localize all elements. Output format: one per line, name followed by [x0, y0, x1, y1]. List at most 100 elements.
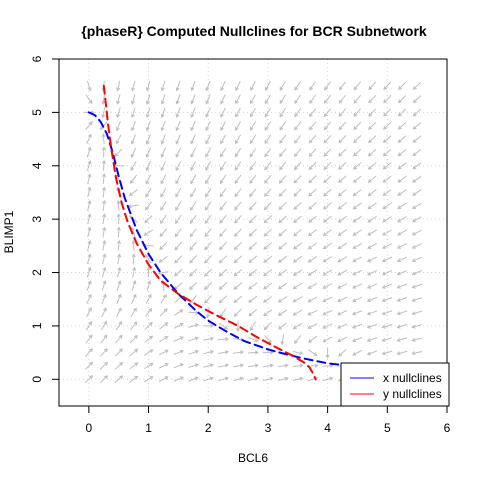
flow-arrow: [160, 187, 167, 198]
flow-arrow: [145, 107, 151, 119]
flow-arrow: [145, 134, 151, 145]
flow-arrow: [249, 121, 257, 131]
flow-arrow: [353, 108, 362, 117]
flow-arrow: [116, 94, 121, 105]
flow-arrow: [323, 121, 332, 131]
flow-arrow: [278, 228, 287, 237]
flow-arrow: [205, 94, 211, 105]
flow-arrow: [280, 334, 285, 346]
legend-box: [340, 362, 450, 407]
flow-arrow: [234, 161, 242, 171]
flow-arrow: [188, 363, 200, 368]
flow-arrow: [381, 256, 393, 263]
flow-arrow: [189, 281, 198, 291]
flow-arrow: [323, 81, 331, 91]
flow-arrow: [292, 255, 303, 263]
legend-label-y-nullclines: y nullclines: [383, 387, 442, 401]
flow-arrow: [412, 108, 422, 117]
flow-arrow: [336, 323, 348, 329]
y-tick-label: 0: [30, 376, 44, 383]
flow-arrow: [412, 95, 422, 104]
flow-arrow: [264, 81, 271, 91]
x-tick-label: 2: [205, 421, 212, 435]
flow-arrow: [248, 255, 258, 264]
flow-arrow: [411, 243, 422, 249]
flow-arrow: [396, 337, 408, 342]
flow-arrow: [114, 148, 123, 157]
flow-arrow: [175, 214, 182, 225]
flow-arrow: [382, 135, 392, 144]
flow-arrow: [411, 216, 422, 223]
flow-arrow: [115, 334, 123, 344]
flow-arrow: [381, 323, 393, 329]
flow-arrow: [292, 350, 304, 356]
flow-arrow: [188, 349, 200, 355]
flow-arrow: [204, 201, 212, 211]
flow-arrow: [131, 280, 137, 291]
flow-arrow: [368, 135, 377, 144]
flow-arrow: [293, 188, 302, 197]
flow-arrow: [101, 173, 107, 185]
flow-arrow: [366, 323, 378, 329]
flow-arrow: [352, 242, 363, 249]
flow-arrow: [322, 256, 333, 263]
flow-arrow: [116, 107, 121, 119]
flow-arrow: [308, 175, 317, 184]
flow-arrow: [116, 280, 122, 291]
flow-arrow: [145, 174, 152, 185]
flow-arrow: [352, 175, 362, 183]
flow-arrow: [218, 337, 230, 342]
flow-arrow: [279, 94, 286, 105]
flow-arrow: [218, 350, 230, 355]
flow-arrow: [411, 270, 422, 276]
flow-arrow: [189, 241, 197, 251]
flow-arrow: [293, 161, 302, 171]
flow-arrow: [353, 148, 362, 157]
flow-arrow: [173, 322, 184, 329]
flow-arrow: [382, 229, 392, 236]
flow-arrow: [115, 120, 121, 132]
x-tick-label: 1: [145, 421, 152, 435]
flow-arrow: [233, 241, 242, 251]
flow-arrow: [234, 201, 242, 211]
flow-arrow: [322, 310, 333, 316]
flow-arrow: [396, 310, 408, 316]
flow-arrow: [204, 188, 212, 198]
flow-arrow: [351, 310, 363, 316]
flow-arrow: [233, 350, 244, 355]
flow-arrow: [130, 120, 136, 132]
y-tick-label: 1: [30, 322, 44, 329]
flow-arrow: [382, 243, 392, 249]
flow-arrow: [397, 108, 407, 117]
flow-arrow: [233, 268, 243, 277]
flow-arrow: [160, 160, 167, 172]
flow-arrow: [129, 335, 138, 344]
flow-arrow: [397, 135, 407, 143]
flow-arrow: [396, 243, 407, 249]
flow-arrow: [323, 148, 332, 157]
flow-arrow: [278, 215, 287, 224]
flow-arrow: [84, 361, 94, 370]
flow-arrow: [293, 148, 302, 158]
flow-arrow: [175, 147, 181, 158]
flow-arrow: [381, 283, 393, 289]
flow-arrow: [175, 201, 182, 211]
flow-arrow: [218, 268, 228, 277]
flow-arrow: [308, 202, 317, 210]
flow-arrow: [262, 282, 273, 290]
flow-arrow: [263, 215, 272, 224]
flow-arrow: [292, 296, 303, 303]
flow-arrow: [205, 147, 212, 158]
flow-arrow: [367, 242, 377, 249]
flow-arrow: [352, 189, 362, 197]
flow-arrow: [131, 239, 136, 251]
flow-arrow: [102, 226, 107, 238]
flow-arrow: [234, 188, 242, 198]
x-tick-label: 0: [86, 421, 93, 435]
flow-arrow: [218, 376, 229, 382]
flow-arrow: [86, 80, 92, 92]
flow-arrow: [190, 107, 196, 118]
flow-arrow: [218, 255, 228, 264]
flow-arrow: [338, 175, 347, 184]
